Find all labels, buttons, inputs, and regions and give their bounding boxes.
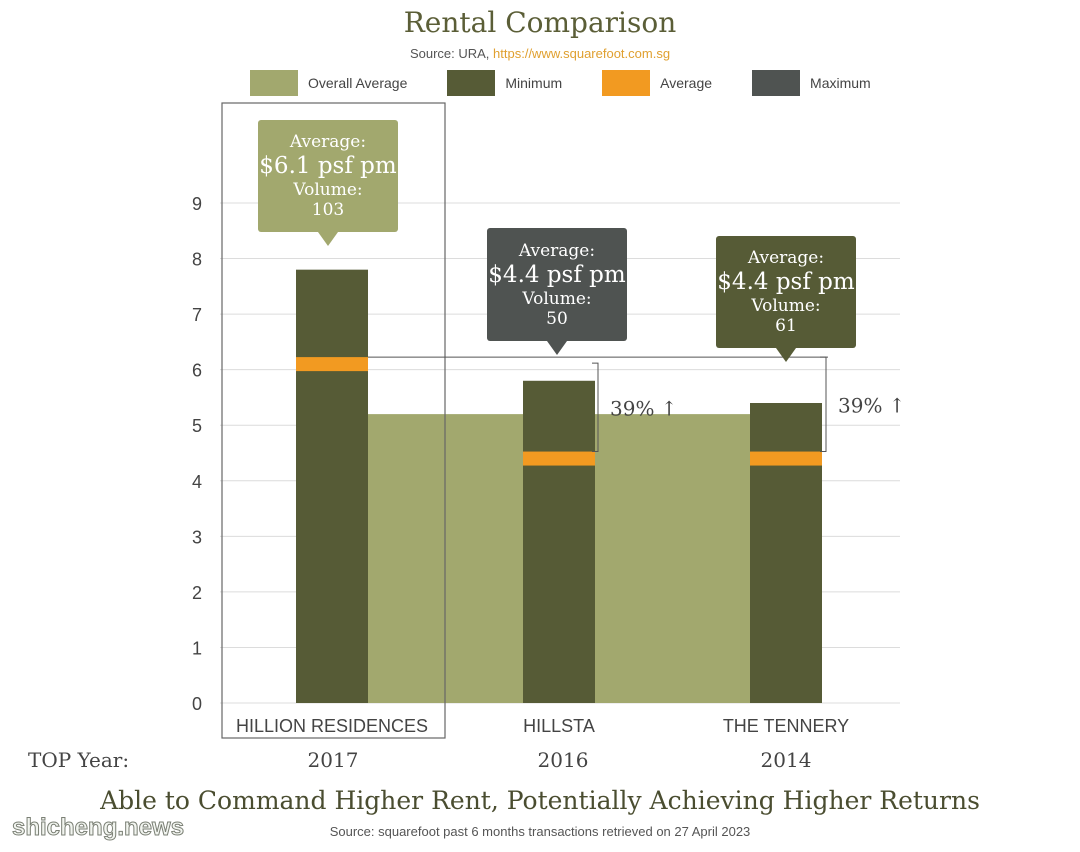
y-tick-label: 6 bbox=[192, 361, 202, 381]
chart-subtitle: Able to Command Higher Rent, Potentially… bbox=[100, 786, 980, 815]
bar-average-marker bbox=[750, 451, 822, 466]
y-tick-label: 9 bbox=[192, 194, 202, 214]
y-tick-label: 2 bbox=[192, 583, 202, 603]
callout-volume-value: 50 bbox=[546, 308, 568, 329]
legend-label-maximum: Maximum bbox=[810, 75, 871, 91]
callout-volume-value: 103 bbox=[311, 200, 345, 220]
legend-swatch-minimum bbox=[447, 70, 496, 96]
source-prefix: Source: URA, bbox=[409, 46, 494, 61]
callout-volume-label: Volume: bbox=[522, 288, 592, 309]
source-url[interactable]: https://www.squarefoot.com.sg bbox=[493, 46, 671, 61]
callout-volume-label: Volume: bbox=[293, 180, 363, 200]
y-tick-label: 8 bbox=[192, 250, 202, 270]
callout-average-label: Average: bbox=[747, 248, 825, 268]
legend-item-minimum: Minimum bbox=[447, 70, 562, 96]
y-tick-label: 1 bbox=[192, 638, 202, 658]
bar-maximum bbox=[523, 380, 595, 703]
top-year-label: TOP Year: bbox=[28, 748, 130, 772]
legend-swatch-maximum bbox=[752, 70, 801, 96]
callout-average-value: $6.1 psf pm bbox=[259, 153, 397, 179]
chart-footnote: Source: squarefoot past 6 months transac… bbox=[329, 824, 751, 839]
chart-source: Source: URA, https://www.squarefoot.com.… bbox=[0, 46, 1080, 61]
category-label: HILLSTA bbox=[523, 716, 595, 736]
y-tick-label: 5 bbox=[192, 416, 202, 436]
legend-swatch-average bbox=[602, 70, 651, 96]
callout-hillion-residences: Average: $6.1 psf pm Volume: 103 bbox=[258, 120, 398, 246]
y-tick-label: 3 bbox=[192, 527, 202, 547]
callout-average-value: $4.4 psf pm bbox=[488, 261, 626, 288]
top-year-hillsta: 2016 bbox=[537, 748, 589, 772]
legend-label-minimum: Minimum bbox=[505, 75, 563, 91]
bar-maximum bbox=[750, 403, 822, 703]
difference-bracket bbox=[820, 356, 827, 453]
chart-legend: Overall Average Minimum Average Maximum bbox=[250, 68, 911, 98]
legend-item-maximum: Maximum bbox=[752, 70, 871, 96]
bar-average-marker bbox=[523, 451, 595, 466]
legend-item-average: Average bbox=[602, 70, 712, 96]
legend-label-average: Average bbox=[660, 75, 713, 91]
difference-label: 39% ↑ bbox=[610, 396, 678, 420]
callout-the-tennery: Average: $4.4 psf pm Volume: 61 bbox=[716, 236, 856, 362]
difference-bracket bbox=[592, 362, 599, 453]
difference-label: 39% ↑ bbox=[838, 393, 906, 417]
category-label: THE TENNERY bbox=[723, 716, 849, 736]
callout-average-value: $4.4 psf pm bbox=[717, 269, 855, 295]
callout-average-label: Average: bbox=[518, 240, 596, 261]
bar-average-marker bbox=[296, 357, 368, 372]
y-tick-label: 7 bbox=[192, 305, 202, 325]
y-tick-label: 4 bbox=[192, 472, 202, 492]
chart-title: Rental Comparison bbox=[403, 6, 677, 39]
callout-volume-value: 61 bbox=[775, 316, 797, 336]
highlight-frame bbox=[221, 102, 446, 739]
bar-maximum bbox=[296, 269, 368, 703]
callout-hillsta: Average: $4.4 psf pm Volume: 50 bbox=[487, 228, 627, 355]
category-label: HILLION RESIDENCES bbox=[236, 716, 428, 736]
legend-item-overall-average: Overall Average bbox=[250, 70, 407, 96]
watermark: shicheng.news bbox=[11, 814, 185, 842]
legend-swatch-overall-average bbox=[250, 70, 298, 96]
top-year-tennery: 2014 bbox=[760, 748, 812, 772]
callout-average-label: Average: bbox=[289, 132, 367, 152]
legend-label-overall-average: Overall Average bbox=[308, 75, 408, 91]
callout-volume-label: Volume: bbox=[751, 296, 821, 316]
y-tick-label: 0 bbox=[192, 694, 202, 714]
top-year-hillion: 2017 bbox=[307, 748, 359, 772]
